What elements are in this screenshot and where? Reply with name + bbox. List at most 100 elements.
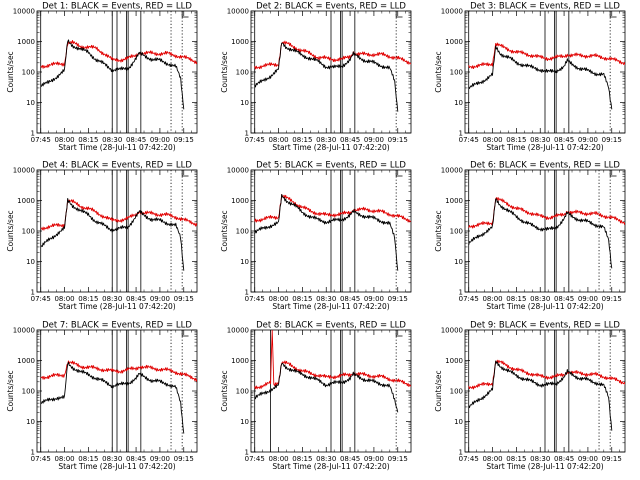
series-line-events (40, 39, 185, 110)
x-tick-label: 08:45 (340, 455, 360, 463)
x-tick-label: 08:00 (54, 295, 74, 303)
series-line-lld (468, 42, 625, 70)
y-tick-label: 100 (22, 69, 35, 77)
y-tick-label: 10 (454, 258, 463, 266)
x-tick-label: 09:15 (602, 136, 622, 144)
y-axis-label: Counts/sec (220, 210, 229, 251)
series-line-lld (40, 39, 197, 69)
x-axis-label: Start Time (28-Jul-11 07:42:20) (58, 143, 175, 152)
y-tick-label: 10000 (13, 327, 35, 335)
chart-panel: Det 5: BLACK = Events, RED = LLD 1 10 100 10… (220, 161, 412, 311)
series-line-lld (40, 360, 197, 382)
flag-range (181, 11, 189, 18)
x-tick-label: 08:15 (292, 136, 312, 144)
series-line-events (468, 198, 613, 269)
flag-range (609, 330, 617, 337)
series-line-events (468, 360, 613, 431)
y-tick-label: 100 (450, 228, 463, 236)
y-tick-label: 1 (31, 449, 35, 457)
x-tick-label: 08:30 (530, 295, 550, 303)
x-axis-label: Start Time (28-Jul-11 07:42:20) (486, 462, 603, 471)
x-tick-label: 09:15 (174, 455, 194, 463)
flag-range (609, 170, 617, 177)
x-tick-label: 08:45 (340, 295, 360, 303)
x-tick-label: 09:00 (578, 455, 598, 463)
y-tick-label: 100 (236, 388, 249, 396)
x-tick-label: 09:00 (150, 136, 170, 144)
x-tick-label: 07:45 (459, 295, 479, 303)
y-tick-label: 10 (240, 418, 249, 426)
x-tick-label: 08:45 (126, 136, 146, 144)
x-tick-label: 08:30 (102, 455, 122, 463)
y-tick-label: 1000 (17, 357, 35, 365)
x-tick-label: 08:45 (126, 455, 146, 463)
x-axis-label: Start Time (28-Jul-11 07:42:20) (58, 302, 175, 311)
chart-title: Det 1: BLACK = Events, RED = LLD (42, 2, 192, 12)
y-tick-label: 10000 (13, 8, 35, 16)
chart-title: Det 3: BLACK = Events, RED = LLD (470, 2, 620, 12)
x-tick-label: 08:45 (554, 295, 574, 303)
x-tick-label: 07:45 (31, 295, 51, 303)
plot-area (254, 170, 411, 292)
x-axis-label: Start Time (28-Jul-11 07:42:20) (272, 143, 389, 152)
y-tick-label: 10 (454, 99, 463, 107)
plot-area (40, 330, 197, 452)
y-axis-label: Counts/sec (6, 370, 15, 411)
y-tick-label: 100 (236, 69, 249, 77)
x-tick-label: 07:45 (459, 455, 479, 463)
x-tick-label: 08:15 (78, 295, 98, 303)
x-tick-label: 08:30 (102, 136, 122, 144)
x-tick-label: 09:00 (150, 295, 170, 303)
x-tick-label: 08:15 (292, 455, 312, 463)
x-tick-label: 09:00 (364, 136, 384, 144)
x-tick-label: 09:15 (602, 295, 622, 303)
x-tick-label: 08:00 (268, 455, 288, 463)
y-tick-label: 100 (22, 228, 35, 236)
x-tick-label: 07:45 (459, 136, 479, 144)
y-tick-label: 10000 (13, 167, 35, 175)
chart-title: Det 6: BLACK = Events, RED = LLD (470, 161, 620, 171)
x-tick-label: 08:15 (78, 136, 98, 144)
x-tick-label: 08:00 (268, 136, 288, 144)
x-axis-label: Start Time (28-Jul-11 07:42:20) (486, 143, 603, 152)
y-tick-label: 1000 (445, 38, 463, 46)
y-tick-label: 10 (26, 258, 35, 266)
series-line-events (468, 45, 613, 110)
x-tick-label: 07:45 (31, 455, 51, 463)
flag-range (181, 330, 189, 337)
x-tick-label: 08:00 (268, 295, 288, 303)
x-axis-label: Start Time (28-Jul-11 07:42:20) (58, 462, 175, 471)
x-tick-label: 07:45 (31, 136, 51, 144)
y-tick-label: 10000 (227, 167, 249, 175)
y-tick-label: 10 (26, 418, 35, 426)
y-tick-label: 100 (450, 388, 463, 396)
chart-panel: Det 9: BLACK = Events, RED = LLD 1 10 100 10… (434, 321, 626, 471)
chart-title: Det 5: BLACK = Events, RED = LLD (256, 161, 406, 171)
x-tick-label: 08:30 (530, 455, 550, 463)
chart-title: Det 4: BLACK = Events, RED = LLD (42, 161, 192, 171)
chart-panel: Det 8: BLACK = Events, RED = LLD 1 10 100 10… (220, 321, 412, 471)
plot-area (254, 330, 411, 452)
flag-range (609, 11, 617, 18)
x-tick-label: 08:45 (554, 136, 574, 144)
y-axis-label: Counts/sec (220, 51, 229, 92)
x-tick-label: 08:30 (102, 295, 122, 303)
x-tick-label: 08:15 (292, 295, 312, 303)
y-axis-label: Counts/sec (434, 210, 443, 251)
x-tick-label: 08:45 (554, 455, 574, 463)
x-tick-label: 09:15 (388, 295, 408, 303)
y-tick-label: 1000 (445, 357, 463, 365)
y-tick-label: 100 (22, 388, 35, 396)
y-tick-label: 1 (245, 130, 249, 138)
x-tick-label: 07:45 (245, 455, 265, 463)
x-tick-label: 08:00 (482, 136, 502, 144)
chart-panel: Det 2: BLACK = Events, RED = LLD 1 10 100 10… (220, 2, 412, 152)
x-tick-label: 09:00 (364, 455, 384, 463)
x-tick-label: 08:15 (78, 455, 98, 463)
series-line-events (40, 361, 185, 434)
x-tick-label: 09:15 (602, 455, 622, 463)
chart-title: Det 2: BLACK = Events, RED = LLD (256, 2, 406, 12)
plot-area (468, 330, 625, 452)
y-axis-label: Counts/sec (220, 370, 229, 411)
